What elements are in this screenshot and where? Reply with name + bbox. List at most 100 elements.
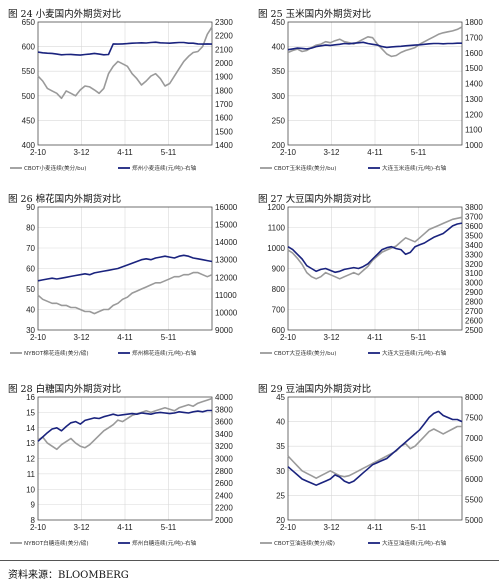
series-line-left — [287, 26, 463, 58]
left-tick-label: 10 — [26, 485, 35, 494]
x-tick-label: 4-11 — [117, 333, 133, 342]
legend-label: 大连玉米连续(元/吨)-右轴 — [382, 164, 447, 172]
left-tick-label: 650 — [22, 18, 36, 27]
legend-label: CBOT小麦连续(美分/bu) — [24, 164, 86, 172]
right-tick-label: 1400 — [465, 80, 483, 89]
right-tick-label: 2000 — [215, 59, 233, 68]
left-tick-label: 11 — [27, 470, 36, 479]
right-tick-label: 1200 — [465, 110, 483, 119]
series-line-left — [37, 271, 213, 315]
left-tick-label: 500 — [22, 92, 36, 101]
series-line-right — [287, 410, 463, 486]
legend-label: 大连大豆连续(元/吨)-右轴 — [382, 349, 447, 357]
left-tick-label: 40 — [276, 418, 285, 427]
x-tick-label: 2-10 — [280, 523, 297, 532]
series-line-left — [37, 397, 213, 451]
left-tick-label: 400 — [272, 43, 286, 52]
x-tick-label: 5-11 — [411, 523, 427, 532]
plot-frame — [287, 21, 463, 146]
x-tick-label: 2-10 — [30, 333, 47, 342]
right-tick-label: 3800 — [465, 203, 483, 212]
left-tick-label: 12 — [26, 455, 35, 464]
x-tick-label: 4-11 — [117, 523, 133, 532]
x-tick-label: 3-12 — [73, 148, 90, 157]
right-tick-label: 5000 — [465, 516, 483, 525]
left-tick-label: 35 — [276, 442, 285, 451]
right-tick-label: 1900 — [215, 73, 233, 82]
right-tick-label: 13000 — [215, 256, 238, 265]
left-tick-label: 700 — [272, 306, 286, 315]
right-tick-label: 3200 — [215, 442, 233, 451]
left-tick-label: 350 — [272, 67, 286, 76]
right-tick-label: 2000 — [215, 516, 233, 525]
x-tick-label: 5-11 — [161, 148, 177, 157]
right-tick-label: 8000 — [465, 393, 483, 402]
legend-label: NYBOT棉花连续(美分/磅) — [24, 349, 89, 357]
right-tick-label: 1400 — [215, 141, 233, 150]
left-tick-label: 600 — [272, 326, 286, 335]
left-tick-label: 16 — [26, 393, 35, 402]
x-tick-label: 2-10 — [30, 148, 47, 157]
legend-label: 大连豆油连续(元/吨)-右轴 — [382, 539, 447, 547]
right-tick-label: 1300 — [465, 95, 483, 104]
left-tick-label: 9 — [31, 501, 36, 510]
series-line-right — [37, 41, 213, 56]
x-tick-label: 4-11 — [367, 333, 383, 342]
left-tick-label: 30 — [26, 326, 35, 335]
series-line-left — [287, 425, 462, 479]
right-tick-label: 3000 — [215, 455, 233, 464]
soybean-chart-panel: 图 27 大豆国内外期货对比 600 700 800 900 1000 1100 1200 2… — [250, 185, 499, 380]
right-tick-label: 1700 — [465, 33, 483, 42]
left-tick-label: 300 — [272, 92, 286, 101]
left-tick-label: 450 — [272, 18, 286, 27]
plot-frame — [287, 396, 463, 521]
corn-chart-panel: 图 25 玉米国内外期货对比 200 250 300 350 400 450 1000 110… — [250, 0, 499, 195]
x-tick-label: 3-12 — [73, 333, 90, 342]
left-tick-label: 14 — [26, 424, 35, 433]
series-line-right — [287, 41, 462, 51]
right-tick-label: 9000 — [215, 326, 233, 335]
right-tick-label: 2600 — [215, 479, 233, 488]
x-tick-label: 2-10 — [280, 148, 297, 157]
right-tick-label: 3600 — [465, 222, 483, 231]
chart-title: 图 24 小麦国内外期货对比 — [8, 9, 122, 20]
left-tick-label: 45 — [276, 393, 285, 402]
right-tick-label: 4000 — [215, 393, 233, 402]
right-tick-label: 1800 — [465, 18, 483, 27]
right-tick-label: 1600 — [465, 49, 483, 58]
right-tick-label: 3800 — [215, 405, 233, 414]
right-tick-label: 3700 — [465, 212, 483, 221]
cotton-chart-panel: 图 26 棉花国内外期货对比 30 40 50 60 70 80 90 9000 10000 11… — [0, 185, 249, 380]
cotton-chart-svg: 30 40 50 60 70 80 90 9000 10000 11000 12000 13000 14… — [10, 203, 238, 357]
right-tick-label: 1500 — [215, 127, 233, 136]
right-tick-label: 7000 — [465, 434, 483, 443]
right-tick-label: 3400 — [215, 430, 233, 439]
legend-label: 郑州棉花连续(元/吨)-右轴 — [132, 349, 197, 357]
sugar-chart-svg: 8 9 10 11 12 13 14 15 16 2000 2200 2400 2600 2800 3000… — [10, 393, 233, 547]
right-tick-label: 1100 — [465, 126, 483, 135]
chart-title: 图 25 玉米国内外期货对比 — [258, 9, 372, 20]
left-tick-label: 600 — [22, 43, 36, 52]
left-tick-label: 60 — [26, 265, 35, 274]
right-tick-label: 2500 — [465, 326, 483, 335]
right-tick-label: 15000 — [215, 221, 238, 230]
right-tick-label: 3600 — [215, 418, 233, 427]
series-line-right — [37, 409, 212, 442]
left-tick-label: 800 — [272, 285, 286, 294]
right-tick-label: 2600 — [465, 317, 483, 326]
left-tick-label: 1100 — [268, 224, 286, 233]
legend-label: 郑州白糖连续(元/吨)-右轴 — [132, 539, 197, 547]
x-tick-label: 5-11 — [411, 333, 427, 342]
series-line-left — [37, 26, 213, 100]
plot-frame — [37, 396, 213, 521]
legend-label: NYBOT白糖连续(美分/磅) — [24, 539, 89, 547]
series-line-right — [287, 222, 463, 274]
source-note: 资料来源：BLOOMBERG — [8, 570, 129, 581]
right-tick-label: 10000 — [215, 308, 238, 317]
right-tick-label: 2700 — [465, 307, 483, 316]
soybean-chart-svg: 600 700 800 900 1000 1100 1200 2500260027002800… — [260, 203, 483, 357]
left-tick-label: 900 — [272, 265, 286, 274]
series-line-left — [287, 216, 463, 280]
left-tick-label: 80 — [26, 224, 35, 233]
